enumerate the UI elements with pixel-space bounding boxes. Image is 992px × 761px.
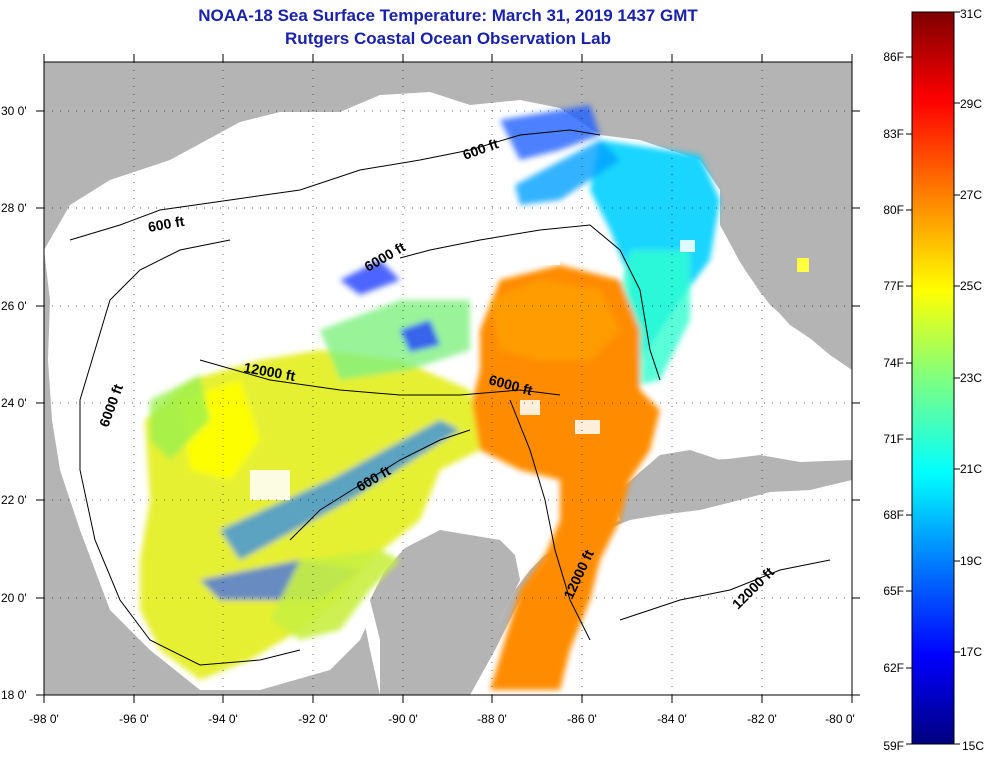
map-frame (43, 61, 853, 696)
bathymetry-contours (69, 129, 831, 666)
yucatan-land (370, 530, 520, 695)
colorbar-celsius-label: 17C (960, 645, 982, 659)
contour-12000ft (199, 359, 561, 396)
colorbar-celsius-label: 27C (960, 188, 982, 202)
y-tick-label: 28 0' (1, 201, 27, 215)
colorbar: 31C 29C 27C 25C 23C 21C 19C 17C 15C 86F … (883, 7, 984, 753)
colorbar-ticks (906, 11, 960, 745)
colorbar-fahrenheit-label: 59F (883, 739, 904, 753)
y-tick-label: 18 0' (1, 688, 27, 702)
x-tick-label: -94 0' (208, 712, 238, 726)
colorbar-fahrenheit-label: 62F (883, 661, 904, 675)
contour-12000ft-south (509, 399, 591, 641)
y-tick-labels: 18 0' 20 0' 22 0' 24 0' 26 0' 28 0' 30 0… (1, 104, 27, 702)
y-tick-label: 30 0' (1, 104, 27, 118)
colorbar-fahrenheit-label: 77F (883, 279, 904, 293)
colorbar-celsius-label: 23C (960, 371, 982, 385)
y-tick-label: 24 0' (1, 396, 27, 410)
colorbar-gradient (911, 11, 955, 745)
contour-6000ft-center (399, 224, 661, 381)
contour-600ft-north (69, 129, 601, 241)
contour-600ft-center (289, 429, 471, 541)
colorbar-celsius-label: 29C (960, 97, 982, 111)
colorbar-celsius-label: 31C (960, 7, 982, 21)
colorbar-fahrenheit-label: 80F (883, 203, 904, 217)
cuba-land (620, 458, 852, 520)
x-tick-label: -80 0' (825, 712, 855, 726)
contour-6000ft-west (79, 239, 301, 666)
y-tick-label: 22 0' (1, 493, 27, 507)
x-tick-label: -92 0' (298, 712, 328, 726)
contour-12000ft-caribbean (619, 559, 831, 621)
colorbar-celsius-label: 25C (960, 279, 982, 293)
colorbar-fahrenheit-label: 86F (883, 50, 904, 64)
x-tick-label: -88 0' (477, 712, 507, 726)
y-tick-label: 26 0' (1, 299, 27, 313)
contour-label-600ft-west: 600 ft (147, 213, 186, 235)
colorbar-fahrenheit-label: 74F (883, 356, 904, 370)
y-tick-label: 20 0' (1, 591, 27, 605)
florida-land (720, 80, 852, 370)
colorbar-fahrenheit-label: 83F (883, 127, 904, 141)
colorbar-fahrenheit-label: 68F (883, 508, 904, 522)
colorbar-celsius-label: 19C (960, 554, 982, 568)
colorbar-celsius-label: 21C (960, 462, 982, 476)
x-tick-label: -82 0' (747, 712, 777, 726)
cloud-specks (250, 240, 695, 500)
colorbar-celsius-label: 15C (962, 739, 984, 753)
x-tick-labels: -98 0' -96 0' -94 0' -92 0' -90 0' -88 0… (29, 712, 855, 726)
colorbar-fahrenheit-label: 71F (883, 432, 904, 446)
axis-ticks (36, 54, 860, 703)
x-tick-label: -98 0' (29, 712, 59, 726)
map-title: NOAA-18 Sea Surface Temperature: March 3… (198, 6, 698, 25)
sst-imagery (140, 105, 720, 690)
map-area: 600 ft 600 ft 6000 ft 12000 ft 6000 ft 6… (44, 62, 852, 695)
map-subtitle: Rutgers Coastal Ocean Observation Lab (285, 29, 611, 48)
x-tick-label: -90 0' (388, 712, 418, 726)
x-tick-label: -84 0' (657, 712, 687, 726)
x-tick-label: -86 0' (567, 712, 597, 726)
lake-okeechobee (797, 258, 809, 272)
x-tick-label: -96 0' (119, 712, 149, 726)
colorbar-fahrenheit-label: 65F (883, 584, 904, 598)
